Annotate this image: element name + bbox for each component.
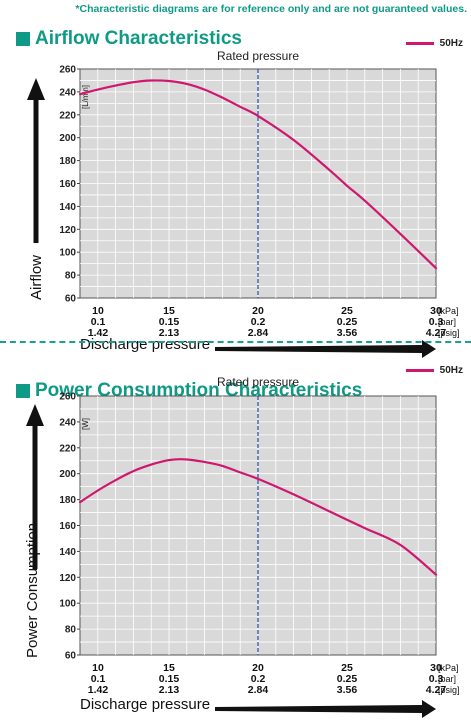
y-tick-label: 160 xyxy=(59,521,76,532)
title-marker-icon xyxy=(16,32,30,46)
x-unit-label: [psig] xyxy=(438,328,460,338)
y-tick-label: 240 xyxy=(59,87,76,98)
y-axis-label: Airflow xyxy=(28,254,45,300)
x-tick-label: 20 xyxy=(252,305,264,317)
y-tick-label: 160 xyxy=(59,179,76,190)
y-axis-arrow-head xyxy=(27,78,45,100)
x-tick-label: 25 xyxy=(341,305,353,317)
x-tick-label: 4.27 xyxy=(426,684,447,696)
legend-label: 50Hz xyxy=(439,365,463,376)
legend-swatch xyxy=(405,369,434,372)
x-tick-label: 4.27 xyxy=(426,327,447,339)
x-tick-label: 1.42 xyxy=(88,684,109,696)
x-tick-label: 10 xyxy=(92,662,104,674)
x-tick-label: 30 xyxy=(430,305,442,317)
y-axis-arrow-head xyxy=(26,404,44,426)
x-tick-label: 2.84 xyxy=(248,684,269,696)
x-tick-label: 3.56 xyxy=(337,684,358,696)
x-tick-label: 0.25 xyxy=(337,316,358,328)
x-tick-label: 0.1 xyxy=(91,673,106,685)
section-title: Airflow Characteristics xyxy=(16,28,242,50)
y-tick-label: 260 xyxy=(59,65,76,76)
title-marker-icon xyxy=(16,384,30,398)
x-unit-label: [bar] xyxy=(438,674,456,684)
y-tick-label: 80 xyxy=(65,271,77,282)
y-tick-label: 260 xyxy=(59,392,76,403)
x-tick-label: 1.42 xyxy=(88,327,109,339)
series-line-50hz xyxy=(78,458,438,576)
y-tick-label: 60 xyxy=(65,651,77,662)
x-tick-label: 10 xyxy=(92,305,104,317)
y-tick-label: 200 xyxy=(59,469,76,480)
x-tick-label: 0.2 xyxy=(251,316,266,328)
x-tick-label: 0.1 xyxy=(91,316,106,328)
x-unit-label: [kPa] xyxy=(438,306,459,316)
x-axis-label: Discharge pressure xyxy=(80,696,211,713)
airflow-title: Airflow Characteristics xyxy=(35,28,242,49)
x-tick-label: 15 xyxy=(163,662,175,674)
y-tick-label: 200 xyxy=(59,133,76,144)
rated-pressure-label: Rated pressure xyxy=(216,49,300,63)
disclaimer-text: *Characteristic diagrams are for referen… xyxy=(75,3,467,15)
x-tick-label: 0.15 xyxy=(159,316,180,328)
power-chart: 6080100120140160180200220240260[W]100.11… xyxy=(26,392,460,718)
chart-legend: 50Hz xyxy=(405,38,463,49)
y-tick-label: 100 xyxy=(59,599,76,610)
y-tick-label: 180 xyxy=(59,156,76,167)
x-tick-label: 0.2 xyxy=(251,673,266,685)
x-tick-label: 30 xyxy=(430,662,442,674)
y-tick-label: 220 xyxy=(59,443,76,454)
series-line-50hz xyxy=(78,79,438,270)
x-unit-label: [kPa] xyxy=(438,663,459,673)
x-tick-label: 0.25 xyxy=(337,673,358,685)
y-axis-arrow-shaft xyxy=(32,424,38,569)
x-tick-label: 20 xyxy=(252,662,264,674)
y-axis-label: Power Consumption xyxy=(24,522,41,658)
y-tick-label: 100 xyxy=(59,248,76,259)
rated-pressure-label: Rated pressure xyxy=(216,375,300,389)
x-tick-label: 0.15 xyxy=(159,673,180,685)
x-axis-arrow xyxy=(215,340,436,358)
y-tick-label: 220 xyxy=(59,110,76,121)
y-unit-label: [L/min] xyxy=(81,85,90,109)
legend-label: 50Hz xyxy=(439,38,463,49)
y-tick-label: 140 xyxy=(59,202,76,213)
x-unit-label: [bar] xyxy=(438,317,456,327)
y-tick-label: 180 xyxy=(59,495,76,506)
x-axis-arrow xyxy=(215,700,436,718)
x-tick-label: 2.84 xyxy=(248,327,269,339)
x-tick-label: 0.3 xyxy=(429,673,444,685)
chart-legend: 50Hz xyxy=(405,365,463,376)
legend-swatch xyxy=(405,42,434,45)
x-unit-label: [psig] xyxy=(438,685,460,695)
y-tick-label: 120 xyxy=(59,225,76,236)
x-tick-label: 15 xyxy=(163,305,175,317)
y-tick-label: 140 xyxy=(59,547,76,558)
y-tick-label: 60 xyxy=(65,294,77,305)
x-tick-label: 0.3 xyxy=(429,316,444,328)
x-tick-label: 25 xyxy=(341,662,353,674)
airflow-chart: 60 80 100 120 140 160 180 200 220 240 260 [L/min] 10… xyxy=(27,65,460,358)
y-tick-label: 240 xyxy=(59,417,76,428)
x-tick-label: 2.13 xyxy=(159,327,180,339)
airflow-section: Airflow Characteristics 50Hz Rated press… xyxy=(0,0,471,360)
y-unit-label: [W] xyxy=(81,418,90,430)
x-axis-label: Discharge pressure xyxy=(80,336,211,353)
x-tick-label: 2.13 xyxy=(159,684,180,696)
y-axis-arrow-shaft xyxy=(33,98,39,243)
power-section: Power Consumption Characteristics 50Hz R… xyxy=(0,360,471,724)
y-tick-label: 80 xyxy=(65,625,77,636)
x-tick-label: 3.56 xyxy=(337,327,358,339)
section-divider xyxy=(0,341,471,343)
y-tick-label: 120 xyxy=(59,573,76,584)
